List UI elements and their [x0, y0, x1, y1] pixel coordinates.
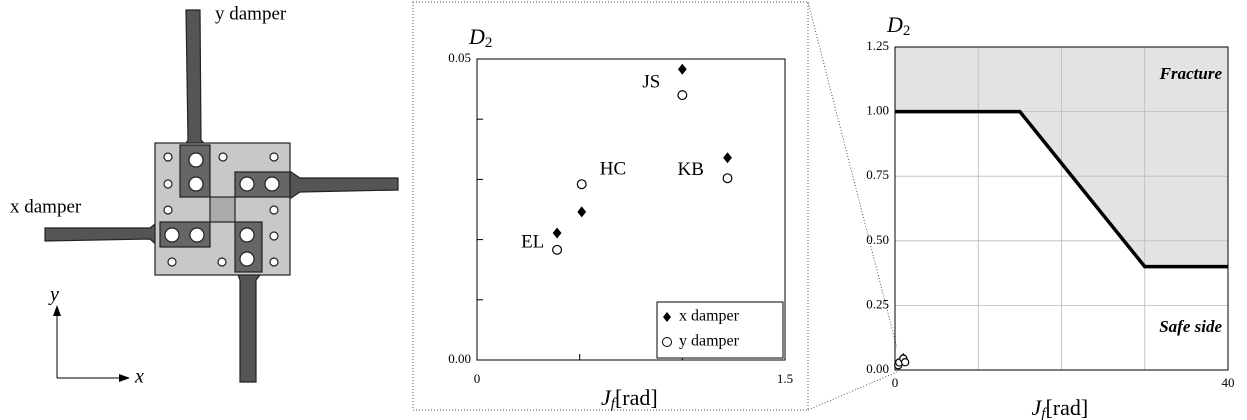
- nut: [163, 179, 173, 189]
- nut: [269, 231, 279, 241]
- axis-label: x: [134, 366, 144, 388]
- y-tick-label: 0.00: [866, 361, 889, 376]
- marker-diamond: [552, 227, 562, 239]
- x-label-unit: [rad]: [615, 385, 658, 410]
- point-label: EL: [521, 231, 544, 252]
- nut: [269, 205, 279, 215]
- legend-label: y damper: [679, 333, 740, 350]
- marker-circle: [576, 179, 587, 190]
- bolt: [239, 227, 255, 243]
- nut: [269, 257, 279, 267]
- x-axis-label: Jf[rad]: [601, 385, 658, 412]
- nut: [218, 152, 228, 162]
- point-label: KB: [678, 159, 704, 180]
- legend-label: x damper: [679, 308, 740, 325]
- y-tick-label: 0.05: [448, 50, 471, 65]
- marker-diamond: [577, 206, 587, 218]
- point-label: HC: [600, 159, 626, 180]
- y-label-symbol: D: [468, 24, 485, 49]
- legend-box: [656, 301, 784, 359]
- y-label-subscript: 2: [485, 35, 493, 51]
- bolt: [188, 176, 204, 192]
- y-label-symbol: D: [886, 12, 903, 37]
- nut: [163, 205, 173, 215]
- damper-diagram: [44, 9, 399, 383]
- y-label-subscript: 2: [903, 23, 911, 39]
- y-tick-label: 0.75: [866, 167, 889, 182]
- x-label-subscript: f: [1041, 406, 1047, 420]
- y-tick-label: 0.50: [866, 232, 889, 247]
- boundary-line: [895, 109, 1228, 269]
- x-damper-right: [287, 168, 399, 202]
- plot-frame: [476, 58, 786, 361]
- plate-center: [209, 196, 236, 223]
- annotation: Fracture: [1159, 64, 1223, 83]
- bolt: [264, 176, 280, 192]
- marker-diamond: [677, 63, 687, 75]
- y-axis-label: D2: [886, 12, 910, 39]
- y-damper-label: y damper: [215, 3, 287, 24]
- marker-circle: [677, 90, 688, 101]
- zoom-line: [807, 1, 898, 349]
- arrowhead: [119, 374, 130, 382]
- axis-label: y: [48, 284, 59, 306]
- y-damper-bottom: [235, 269, 266, 383]
- zoom-frame: [412, 1, 809, 411]
- annotation: Safe side: [1159, 317, 1222, 336]
- nut: [217, 257, 227, 267]
- marker-diamond: [723, 152, 732, 164]
- marker-circle: [900, 357, 910, 367]
- y-tick-label: 0.00: [448, 351, 471, 366]
- nut: [163, 152, 173, 162]
- x-damper-left: [44, 218, 161, 250]
- bolt: [164, 227, 180, 243]
- y-axis-label: D2: [468, 24, 492, 51]
- x-tick-label: 0: [892, 375, 899, 390]
- x-tick-label: 1.5: [777, 371, 793, 386]
- x-label-unit: [rad]: [1045, 395, 1088, 420]
- nut: [269, 152, 279, 162]
- point-label: JS: [642, 72, 660, 93]
- y-damper-top: [180, 9, 212, 151]
- marker-circle: [722, 173, 733, 184]
- bolt: [239, 176, 255, 192]
- x-tick-label: 0: [474, 371, 481, 386]
- nut: [167, 257, 177, 267]
- bolt: [189, 227, 205, 243]
- arrowhead: [53, 305, 61, 316]
- zoom-line: [807, 371, 898, 411]
- y-tick-label: 1.00: [866, 103, 889, 118]
- x-damper-label: x damper: [10, 196, 82, 217]
- bolt: [239, 251, 255, 267]
- bolt: [188, 152, 204, 168]
- plot-frame: [894, 46, 1229, 371]
- x-label-subscript: f: [611, 396, 617, 412]
- legend-marker: [662, 337, 672, 347]
- legend-marker: [663, 312, 671, 322]
- y-tick-label: 0.25: [866, 296, 889, 311]
- y-tick-label: 1.25: [866, 38, 889, 53]
- x-label-symbol: J: [1032, 395, 1043, 420]
- x-tick-label: 40: [1222, 375, 1235, 390]
- x-axis-label: Jf[rad]: [1032, 395, 1089, 420]
- marker-circle: [552, 244, 563, 255]
- x-label-symbol: J: [601, 385, 612, 410]
